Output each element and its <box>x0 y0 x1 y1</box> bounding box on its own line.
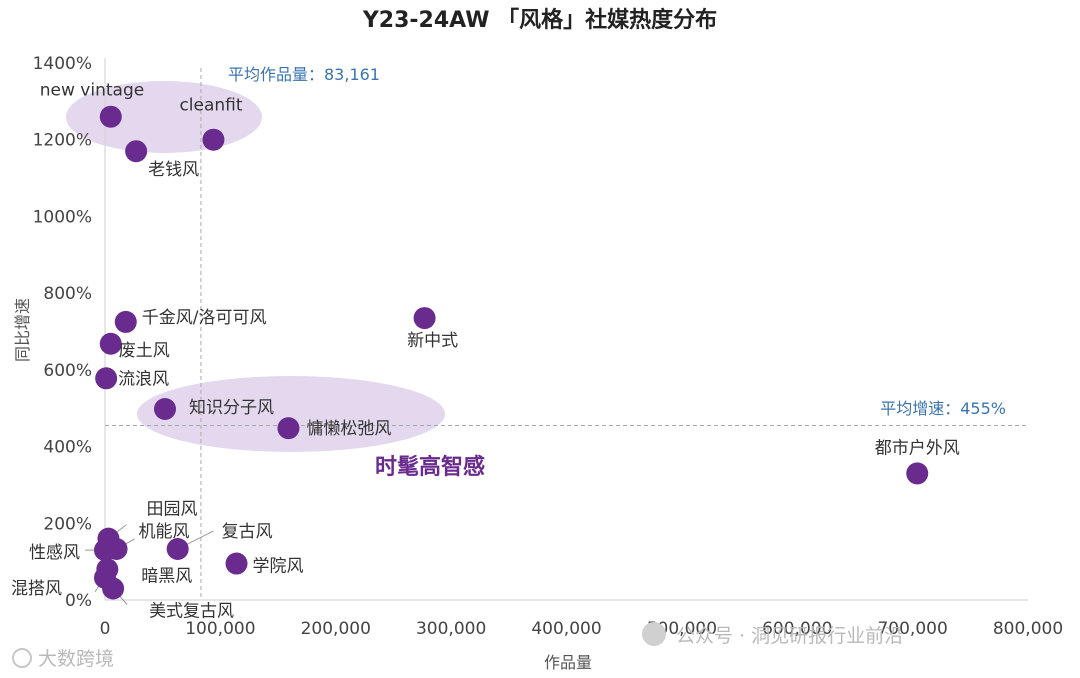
reference-lines: 平均作品量：83,161 平均增速：455% <box>105 65 1028 600</box>
data-point <box>99 332 122 355</box>
point-label: 学院风 <box>253 557 304 577</box>
y-tick-label: 1000% <box>33 207 92 227</box>
data-point <box>413 307 436 330</box>
point-label: 新中式 <box>407 331 458 351</box>
data-point <box>166 537 189 560</box>
data-points: new vintage cleanfit 老钱风千金风/洛可可风新中式废土风流浪风知… <box>11 81 960 622</box>
x-tick-label: 700,000 <box>877 619 947 639</box>
point-label: 美式复古风 <box>149 601 234 621</box>
x-tick-label: 0 <box>100 619 111 639</box>
y-tick-label: 1200% <box>33 131 92 151</box>
point-label: new vintage <box>40 81 144 101</box>
data-point <box>277 417 300 440</box>
data-point <box>114 310 137 333</box>
data-point <box>95 367 118 390</box>
watermark-logo-icon <box>12 648 32 668</box>
point-label: 田园风 <box>146 500 197 520</box>
axes: 0% 200% 400% 600% 800% 1000% 1200% 1400% 0 100,00… <box>33 54 1064 639</box>
watermark-right: 公众号 · 洞见研报行业前沿 <box>642 622 903 647</box>
cluster-highlights <box>66 81 445 452</box>
watermark-right-text: 公众号 · 洞见研报行业前沿 <box>676 625 903 647</box>
point-label: 性感风 <box>29 543 80 563</box>
point-label: cleanfit <box>179 96 242 116</box>
cluster-ellipse-mid <box>137 376 445 452</box>
x-tick-label: 300,000 <box>416 619 486 639</box>
chart-title: Y23-24AW 「风格」社媒热度分布 <box>362 7 717 33</box>
point-label: 混搭风 <box>11 579 62 599</box>
y-tick-label: 800% <box>43 284 92 304</box>
avg-growth-label: 平均增速：455% <box>880 399 1006 418</box>
x-tick-label: 200,000 <box>301 619 371 639</box>
x-tick-label: 600,000 <box>762 619 832 639</box>
y-tick-label: 600% <box>43 361 92 381</box>
data-point <box>225 552 248 575</box>
y-axis-label: 同比增速 <box>13 298 32 362</box>
x-tick-label: 100,000 <box>185 619 255 639</box>
point-label: 机能风 <box>139 522 190 542</box>
point-label: 老钱风 <box>148 160 199 180</box>
data-point <box>906 462 929 485</box>
y-tick-label: 1400% <box>33 54 92 74</box>
point-label: 千金风/洛可可风 <box>142 308 267 328</box>
x-axis-label: 作品量 <box>544 653 592 672</box>
y-tick-label: 200% <box>43 514 92 534</box>
watermark-left: 大数跨境 <box>12 648 114 670</box>
avg-volume-label: 平均作品量：83,161 <box>228 65 380 84</box>
data-point <box>99 105 122 128</box>
x-tick-label: 800,000 <box>993 619 1063 639</box>
data-point <box>94 539 116 562</box>
point-label: 慵懒松弛风 <box>306 419 391 439</box>
y-tick-label: 400% <box>43 438 92 458</box>
data-point <box>153 397 176 420</box>
point-label: 都市户外风 <box>875 438 960 458</box>
wechat-icon <box>642 622 666 646</box>
cluster-label: 时髦高智感 <box>375 454 485 480</box>
point-label: 流浪风 <box>118 369 169 389</box>
point-label: 废土风 <box>119 341 170 361</box>
point-label: 暗黑风 <box>141 566 192 586</box>
data-point <box>202 128 225 151</box>
y-tick-label: 0% <box>65 591 92 611</box>
data-point <box>102 577 125 600</box>
watermark-left-text: 大数跨境 <box>38 648 114 670</box>
x-tick-label: 400,000 <box>531 619 601 639</box>
point-label: 复古风 <box>222 522 273 542</box>
point-label: 知识分子风 <box>189 398 274 418</box>
data-point <box>125 140 148 163</box>
